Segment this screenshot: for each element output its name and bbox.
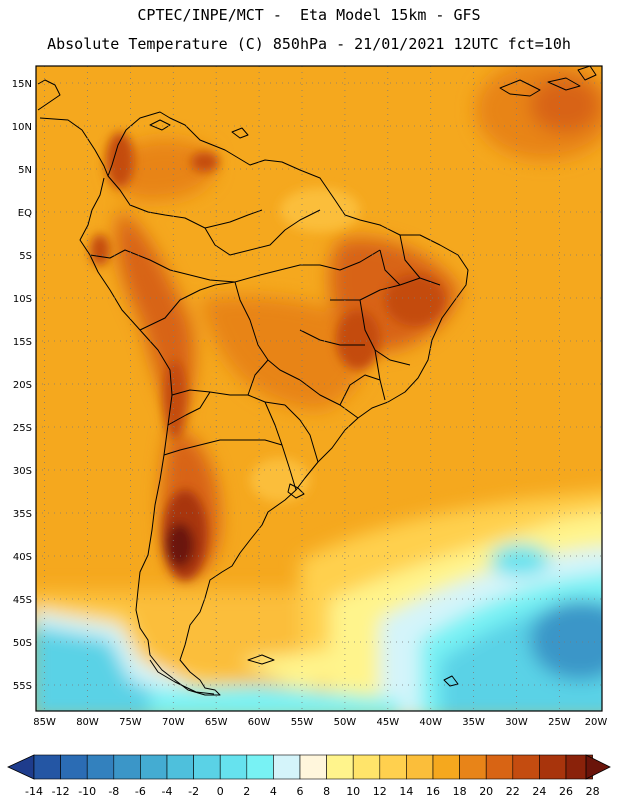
colorbar-swatch bbox=[352, 754, 381, 780]
colorbar-label: 4 bbox=[270, 785, 277, 798]
lat-label-25s: 25S bbox=[13, 423, 32, 434]
colorbar-label: 26 bbox=[559, 785, 573, 798]
colorbar-swatch bbox=[33, 754, 61, 780]
lon-label-20w: 20W bbox=[585, 717, 608, 728]
lat-label-eq: EQ bbox=[18, 208, 32, 219]
colorbar-swatch bbox=[246, 754, 274, 780]
colorbar-label: 8 bbox=[323, 785, 330, 798]
colorbar-swatch bbox=[299, 754, 327, 780]
colorbar-swatch bbox=[512, 754, 540, 780]
lon-label-30w: 30W bbox=[505, 717, 528, 728]
colorbar-swatch bbox=[273, 754, 301, 780]
chart-title-line-2: Absolute Temperature (C) 850hPa - 21/01/… bbox=[47, 35, 571, 53]
lon-label-60w: 60W bbox=[248, 717, 271, 728]
lon-label-50w: 50W bbox=[334, 717, 357, 728]
colorbar-swatch bbox=[432, 754, 460, 780]
lat-label-10n: 10N bbox=[12, 122, 32, 133]
lat-label-45s: 45S bbox=[13, 595, 32, 606]
colorbar-label: -8 bbox=[108, 785, 119, 798]
temperature-field bbox=[36, 66, 602, 711]
lon-label-65w: 65W bbox=[205, 717, 228, 728]
lon-label-70w: 70W bbox=[162, 717, 185, 728]
lat-label-20s: 20S bbox=[13, 380, 32, 391]
lat-label-10s: 10S bbox=[13, 294, 32, 305]
colorbar-swatch bbox=[539, 754, 567, 780]
colorbar-swatch bbox=[459, 754, 487, 780]
colorbar-label: -4 bbox=[162, 785, 173, 798]
lon-label-40w: 40W bbox=[419, 717, 442, 728]
colorbar-label: 18 bbox=[453, 785, 467, 798]
colorbar-label: 14 bbox=[399, 785, 413, 798]
colorbar-swatch bbox=[485, 754, 514, 780]
lon-label-85w: 85W bbox=[33, 717, 56, 728]
colorbar-label: 28 bbox=[586, 785, 600, 798]
colorbar-swatch bbox=[193, 754, 221, 780]
lat-label-50s: 50S bbox=[13, 638, 32, 649]
lat-label-5n: 5N bbox=[18, 165, 32, 176]
colorbar-swatch bbox=[166, 754, 194, 780]
colorbar-swatch bbox=[406, 754, 434, 780]
lat-label-40s: 40S bbox=[13, 552, 32, 563]
color-scale-bar: -14 -12 -10 -8 -6 -4 -2 0 2 4 6 8 10 12 … bbox=[7, 754, 611, 798]
lon-label-25w: 25W bbox=[548, 717, 571, 728]
colorbar-label: -14 bbox=[25, 785, 43, 798]
colorbar-label: 10 bbox=[346, 785, 360, 798]
colorbar-min-arrow bbox=[7, 754, 35, 780]
colorbar-label: 6 bbox=[297, 785, 304, 798]
colorbar-max-arrow bbox=[585, 754, 611, 780]
colorbar-label: -12 bbox=[52, 785, 70, 798]
colorbar-label: 22 bbox=[506, 785, 520, 798]
lat-label-30s: 30S bbox=[13, 466, 32, 477]
colorbar-swatch bbox=[219, 754, 248, 780]
colorbar-swatch bbox=[60, 754, 88, 780]
coastlines bbox=[37, 66, 597, 696]
lat-label-15s: 15S bbox=[13, 337, 32, 348]
colorbar-swatch bbox=[140, 754, 168, 780]
colorbar-label: -10 bbox=[78, 785, 96, 798]
colorbar-label: 0 bbox=[217, 785, 224, 798]
lon-label-75w: 75W bbox=[119, 717, 142, 728]
colorbar-label: 24 bbox=[532, 785, 546, 798]
lon-label-55w: 55W bbox=[291, 717, 314, 728]
colorbar-label: 2 bbox=[243, 785, 250, 798]
colorbar-swatch bbox=[86, 754, 115, 780]
colorbar-label: 20 bbox=[479, 785, 493, 798]
lat-label-35s: 35S bbox=[13, 509, 32, 520]
colorbar-label: -6 bbox=[135, 785, 146, 798]
colorbar-label: 12 bbox=[373, 785, 387, 798]
lat-label-5s: 5S bbox=[19, 251, 32, 262]
colorbar-swatch bbox=[379, 754, 407, 780]
colorbar-swatch bbox=[326, 754, 354, 780]
chart-title-line-1: CPTEC/INPE/MCT - Eta Model 15km - GFS bbox=[137, 6, 481, 24]
graticule bbox=[36, 66, 602, 711]
longitude-axis: 85W 80W 75W 70W 65W 60W 55W 50W 45W 40W … bbox=[33, 717, 607, 728]
latitude-axis: 15N 10N 5N EQ 5S 10S 15S 20S 25S 30S 35S… bbox=[12, 79, 32, 692]
lat-label-55s: 55S bbox=[13, 681, 32, 692]
lat-label-15n: 15N bbox=[12, 79, 32, 90]
colorbar-label: -2 bbox=[188, 785, 199, 798]
lon-label-80w: 80W bbox=[76, 717, 99, 728]
colorbar-label: 16 bbox=[426, 785, 440, 798]
lon-label-35w: 35W bbox=[462, 717, 485, 728]
colorbar-swatch bbox=[113, 754, 141, 780]
map-frame bbox=[35, 65, 603, 712]
lon-label-45w: 45W bbox=[376, 717, 399, 728]
